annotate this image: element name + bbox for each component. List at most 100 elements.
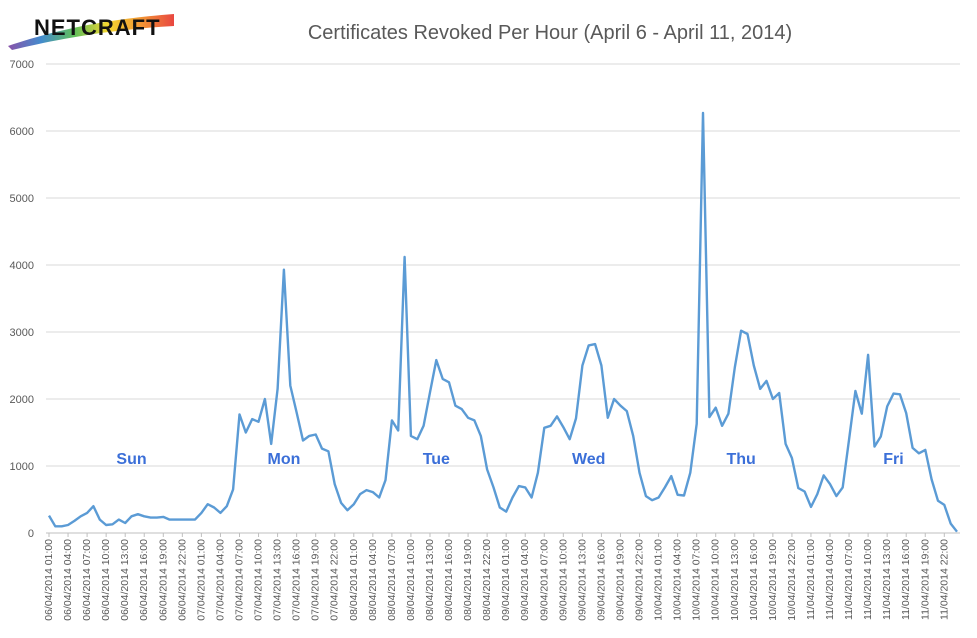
data-point [899, 393, 901, 395]
logo-text: NETCRAFT [34, 15, 161, 40]
data-point [689, 472, 691, 474]
data-point [143, 515, 145, 517]
data-point [848, 438, 850, 440]
data-point [448, 381, 450, 383]
data-point [734, 366, 736, 368]
x-tick-label: 10/04/2014 19:00 [767, 539, 779, 621]
x-tick-label: 07/04/2014 19:00 [310, 539, 322, 621]
data-point [302, 439, 304, 441]
x-tick-label: 07/04/2014 04:00 [214, 539, 226, 621]
x-tick-label: 10/04/2014 01:00 [653, 539, 665, 621]
data-point [435, 359, 437, 361]
data-point [594, 343, 596, 345]
data-point [67, 524, 69, 526]
data-point [372, 491, 374, 493]
x-tick-label: 11/04/2014 04:00 [824, 539, 836, 620]
x-tick-label: 11/04/2014 16:00 [900, 539, 912, 620]
logo-swoosh [8, 14, 174, 50]
data-point [670, 475, 672, 477]
data-point [207, 503, 209, 505]
data-point [626, 410, 628, 412]
data-point [905, 412, 907, 414]
x-tick-label: 11/04/2014 01:00 [805, 539, 817, 620]
x-tick-label: 06/04/2014 13:00 [119, 539, 131, 621]
data-point [543, 427, 545, 429]
data-point [715, 407, 717, 409]
data-point [54, 525, 56, 527]
x-tick-label: 08/04/2014 16:00 [443, 539, 455, 621]
data-point [511, 496, 513, 498]
data-point [264, 398, 266, 400]
data-point [911, 447, 913, 449]
x-tick-label: 06/04/2014 22:00 [176, 539, 188, 621]
data-point [505, 510, 507, 512]
data-point [118, 518, 120, 520]
y-tick-label: 6000 [10, 126, 34, 138]
data-point [295, 411, 297, 413]
x-tick-label: 07/04/2014 22:00 [329, 539, 341, 621]
data-point [575, 417, 577, 419]
x-tick-label: 06/04/2014 07:00 [81, 539, 93, 621]
x-tick-label: 06/04/2014 04:00 [62, 539, 74, 621]
data-point [746, 333, 748, 335]
x-tick-label: 07/04/2014 13:00 [272, 539, 284, 621]
data-point [289, 384, 291, 386]
data-point [721, 425, 723, 427]
data-point [410, 435, 412, 437]
data-point [607, 417, 609, 419]
data-point [340, 502, 342, 504]
data-point [810, 506, 812, 508]
chart-title: Certificates Revoked Per Hour (April 6 -… [307, 22, 793, 44]
x-tick-label: 10/04/2014 22:00 [786, 539, 798, 621]
data-point [422, 425, 424, 427]
data-point [880, 435, 882, 437]
x-tick-label: 11/04/2014 07:00 [843, 539, 855, 620]
data-point [124, 522, 126, 524]
data-point [924, 449, 926, 451]
data-point [327, 450, 329, 452]
data-point [397, 429, 399, 431]
y-tick-label: 3000 [10, 327, 34, 339]
data-point [499, 506, 501, 508]
data-point [200, 512, 202, 514]
data-point [784, 443, 786, 445]
data-point [384, 479, 386, 481]
data-point [257, 421, 259, 423]
data-point [695, 423, 697, 425]
x-tick-label: 06/04/2014 19:00 [157, 539, 169, 621]
x-tick-label: 07/04/2014 07:00 [233, 539, 245, 621]
x-tick-label: 11/04/2014 19:00 [919, 539, 931, 620]
data-point [226, 505, 228, 507]
data-point [530, 496, 532, 498]
day-label-mon: Mon [267, 451, 300, 468]
data-point [187, 518, 189, 520]
data-point [791, 457, 793, 459]
x-tick-label: 09/04/2014 10:00 [557, 539, 569, 621]
data-point [359, 493, 361, 495]
x-tick-label: 09/04/2014 07:00 [538, 539, 550, 621]
data-point [886, 405, 888, 407]
data-point [245, 431, 247, 433]
data-point [378, 496, 380, 498]
data-point [683, 494, 685, 496]
data-point [556, 415, 558, 417]
series-line [47, 111, 958, 533]
x-tick-label: 09/04/2014 01:00 [500, 539, 512, 621]
data-point [130, 515, 132, 517]
x-tick-label: 06/04/2014 16:00 [138, 539, 150, 621]
x-tick-label: 08/04/2014 13:00 [424, 539, 436, 621]
day-label-fri: Fri [883, 451, 903, 468]
data-point [213, 506, 215, 508]
x-tick-label: 11/04/2014 10:00 [862, 539, 874, 620]
data-point [346, 509, 348, 511]
data-point [765, 380, 767, 382]
data-point [803, 490, 805, 492]
data-point [588, 344, 590, 346]
x-tick-label: 08/04/2014 10:00 [405, 539, 417, 621]
data-point [759, 388, 761, 390]
data-point [892, 392, 894, 394]
x-axis: 06/04/2014 01:00 06/04/2014 04:00 06/04/20… [43, 533, 950, 621]
data-point [867, 354, 869, 356]
data-point [797, 487, 799, 489]
data-point [549, 425, 551, 427]
